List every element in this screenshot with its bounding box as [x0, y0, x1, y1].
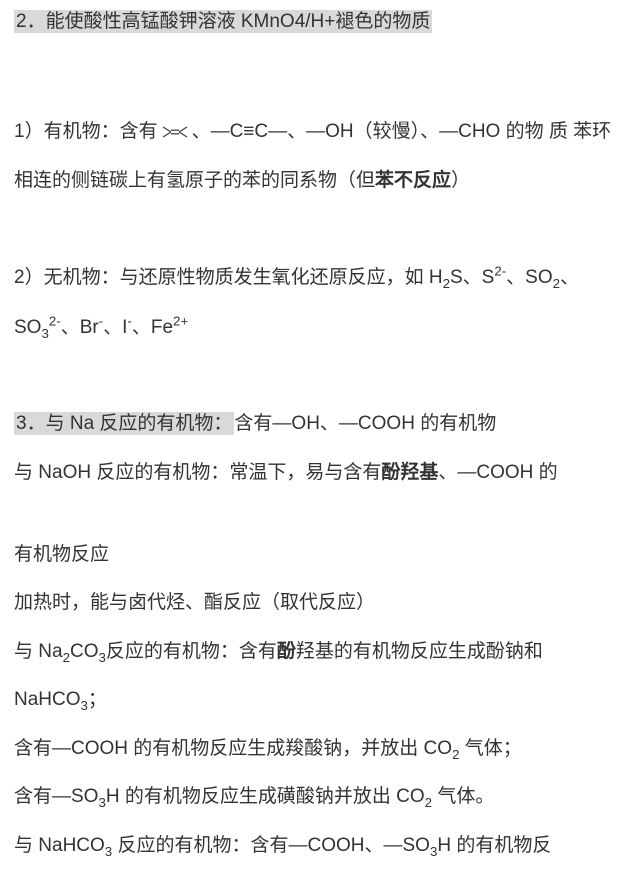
- text: ；: [88, 689, 107, 710]
- sub: 3: [41, 325, 48, 340]
- text: 、Fe: [132, 317, 173, 338]
- sub: 2: [425, 795, 432, 810]
- text: ）: [451, 170, 470, 191]
- section-3: 3．与 Na 反应的有机物：含有—OH、—COOH 的有机物 与 NaOH 反应…: [14, 400, 620, 497]
- sub: 2: [443, 276, 450, 291]
- text: 与 NaOH 反应的有机物：常温下，易与含有: [14, 462, 381, 483]
- double-bond-icon: [158, 121, 192, 142]
- text: 反应的有机物：含有—COOH、—SO: [117, 835, 429, 856]
- text: S、S: [450, 267, 494, 288]
- text: 、—C≡C—、—OH（较慢）、—CHO 的物: [192, 121, 544, 142]
- text: 有机物反应: [14, 544, 109, 565]
- section-2-item-2: 2）无机物：与还原性物质发生氧化还原反应，如 H2S、S2-、SO2、 SO32…: [14, 253, 620, 352]
- text: 气体；: [465, 738, 522, 759]
- gap: [14, 352, 620, 400]
- bold-text: 酚羟基: [381, 462, 438, 483]
- text: 加热时，能与卤代烃、酯反应（取代反应）: [14, 592, 375, 613]
- sub: 3: [105, 843, 112, 858]
- sub: 3: [81, 698, 88, 713]
- sub: 2: [63, 650, 70, 665]
- text: H 的有机物反: [437, 835, 551, 856]
- bold-text: 苯不反应: [375, 170, 451, 191]
- sup: 2-: [49, 313, 61, 328]
- section-2-heading-row: 2．能使酸性高锰酸钾溶液 KMnO4/H+褪色的物质: [14, 8, 620, 37]
- text: CO: [70, 641, 99, 662]
- text: 、—COOH 的: [438, 462, 557, 483]
- text: 含有—OH、—COOH 的有机物: [234, 413, 496, 434]
- bold-text: 酚: [277, 641, 296, 662]
- text: 与 NaHCO: [14, 835, 105, 856]
- gap: [14, 497, 620, 531]
- sub: 2: [452, 746, 459, 761]
- text: 、I: [103, 317, 127, 338]
- text: 、: [560, 267, 579, 288]
- section-3-body: 有机物反应 加热时，能与卤代烃、酯反应（取代反应） 与 Na2CO3反应的有机物…: [14, 531, 620, 870]
- text: 气体。: [437, 786, 494, 807]
- section-2-item-1: 1）有机物：含有、—C≡C—、—OH（较慢）、—CHO 的物 质 苯环相连的侧链…: [14, 107, 620, 206]
- text: 反应的有机物：含有: [106, 641, 277, 662]
- text: 、SO: [506, 267, 552, 288]
- text: NaHCO: [14, 689, 81, 710]
- section-3-heading: 3．与 Na 反应的有机物：: [14, 412, 234, 435]
- text: 1）有机物：含有: [14, 121, 158, 142]
- text: H 的有机物反应生成磺酸钠并放出 CO: [106, 786, 425, 807]
- sub: 3: [98, 795, 105, 810]
- sub: 2: [553, 276, 560, 291]
- text: 与 Na: [14, 641, 63, 662]
- section-2-heading: 2．能使酸性高锰酸钾溶液 KMnO4/H+褪色的物质: [14, 10, 432, 33]
- gap: [14, 39, 620, 107]
- text: 2）无机物：与还原性物质发生氧化还原反应，如 H: [14, 267, 443, 288]
- sub: 3: [98, 650, 105, 665]
- sup: 2+: [173, 313, 188, 328]
- text: SO: [14, 317, 41, 338]
- text: 羟基的有机物反应生成酚钠和: [296, 641, 543, 662]
- sup: 2-: [494, 264, 506, 279]
- text: 含有—COOH 的有机物反应生成羧酸钠，并放出 CO: [14, 738, 452, 759]
- text: 含有—SO: [14, 786, 98, 807]
- text: 、Br: [61, 317, 99, 338]
- gap: [14, 205, 620, 253]
